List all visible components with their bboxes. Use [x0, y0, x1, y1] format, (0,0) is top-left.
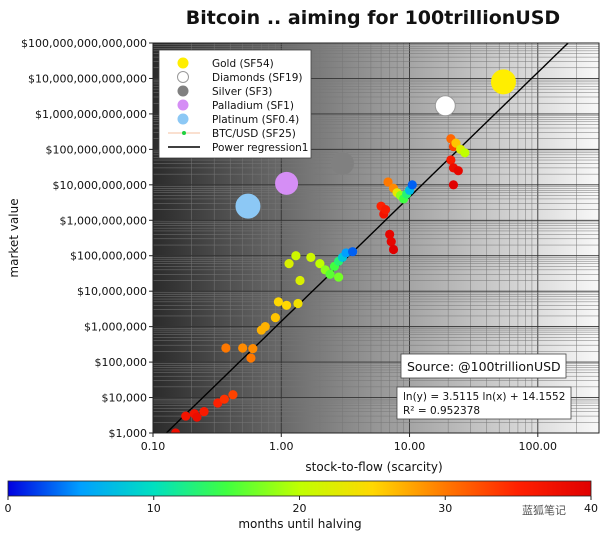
chart-title: Bitcoin .. aiming for 100trillionUSD: [186, 7, 560, 29]
regression-line-layer: [165, 43, 570, 433]
btc-point: [385, 229, 395, 239]
y-tick-label: $10,000,000: [77, 285, 147, 298]
y-tick-label: $10,000,000,000: [53, 179, 147, 192]
x-tick-label: 10.00: [394, 440, 426, 453]
regression-line: [165, 43, 570, 433]
y-axis-label: market value: [7, 198, 21, 277]
y-tick-label: $100,000,000: [70, 250, 147, 263]
btc-point: [460, 148, 470, 158]
point-silver: [330, 151, 354, 175]
equation-box: [396, 386, 572, 420]
colorbar: [7, 480, 592, 497]
btc-point: [170, 428, 181, 433]
btc-point: [199, 407, 209, 417]
btc-point: [221, 343, 231, 353]
colorbar-label: months until halving: [238, 517, 361, 531]
btc-point: [270, 312, 280, 323]
btc-point: [192, 412, 202, 422]
colorbar-tick-label: 30: [438, 502, 452, 515]
y-axis-ticks: $1,000 $10,000 $100,000 $1,000,000 $10,000,0…: [21, 37, 153, 440]
btc-point: [228, 390, 238, 400]
y-tick-label: $1,000,000: [84, 321, 147, 334]
source-note: Source: @100trillionUSD: [407, 359, 561, 374]
legend-silver-label: Silver (SF3): [212, 86, 272, 98]
legend-palladium-label: Palladium (SF1): [212, 100, 294, 112]
btc-point: [334, 272, 344, 282]
point-diamonds: [434, 95, 456, 117]
btc-point: [306, 252, 316, 262]
y-tick-label: $1,000,000,000,000: [35, 108, 147, 121]
btc-point: [315, 258, 325, 269]
y-tick-label: $1,000: [109, 427, 148, 440]
colorbar-tick-label: 0: [5, 502, 12, 515]
source-box: [400, 353, 567, 379]
btc-point: [273, 297, 284, 307]
legend-regression-label: Power regression1: [212, 142, 308, 154]
regression-equation: ln(y) = 3.5115 ln(x) + 14.1552: [403, 391, 565, 403]
legend-platinum-marker: [177, 113, 189, 125]
colorbar-tick-label: 10: [147, 502, 161, 515]
btc-point: [325, 269, 335, 279]
btc-point: [380, 204, 391, 215]
point-palladium: [275, 171, 299, 195]
y-tick-label: $10,000: [102, 392, 148, 405]
btc-point: [293, 298, 303, 309]
btc-point: [291, 251, 301, 261]
legend-platinum-label: Platinum (SF0.4): [212, 114, 299, 126]
btc-point: [386, 237, 396, 247]
x-tick-label: 100.00: [519, 440, 558, 453]
colorbar-tick-label: 20: [293, 502, 307, 515]
x-tick-label: 0.10: [141, 440, 166, 453]
legend-btc-marker: [182, 131, 186, 135]
data-points: [170, 69, 516, 433]
point-gold: [490, 69, 516, 95]
btc-point: [446, 155, 456, 165]
legend-diamonds-label: Diamonds (SF19): [212, 72, 302, 84]
legend-diamonds-marker: [177, 71, 189, 83]
btc-point: [348, 247, 358, 257]
y-tick-label: $10,000,000,000,000: [28, 72, 147, 85]
point-platinum: [235, 193, 261, 219]
legend-gold-marker: [177, 57, 189, 69]
btc-point: [219, 394, 229, 404]
x-tick-label: 1.00: [269, 440, 294, 453]
btc-point: [295, 275, 305, 286]
y-tick-label: $100,000,000,000: [46, 143, 147, 156]
plot-frame: [152, 42, 600, 434]
legend-silver-marker: [177, 85, 189, 97]
btc-point: [383, 177, 393, 187]
btc-point: [284, 258, 294, 269]
btc-point: [181, 411, 191, 421]
x-axis-label: stock-to-flow (scarcity): [305, 460, 442, 474]
legend-gold-label: Gold (SF54): [212, 58, 274, 70]
watermark-text: 蓝狐笔记: [522, 503, 566, 517]
btc-point: [238, 343, 248, 353]
x-axis-ticks: 0.10 1.00 10.00 100.00: [141, 433, 557, 453]
btc-point: [281, 300, 292, 310]
legend: Gold (SF54) Diamonds (SF19) Silver (SF3)…: [158, 49, 312, 159]
legend-btc-label: BTC/USD (SF25): [212, 128, 296, 140]
y-tick-label: $100,000,000,000,000: [21, 37, 147, 50]
colorbar-ticks: 0 10 20 30 40: [5, 496, 598, 515]
btc-point: [453, 166, 463, 176]
btc-point: [248, 344, 258, 354]
btc-point: [246, 353, 256, 363]
y-tick-label: $1,000,000,000: [60, 214, 147, 227]
regression-r2: R² = 0.952378: [403, 405, 480, 417]
btc-point: [260, 322, 270, 332]
btc-point: [388, 244, 399, 255]
legend-palladium-marker: [177, 99, 189, 111]
btc-point: [448, 180, 459, 190]
btc-point: [407, 180, 417, 190]
colorbar-tick-label: 40: [584, 502, 598, 515]
y-tick-label: $100,000: [95, 356, 148, 369]
